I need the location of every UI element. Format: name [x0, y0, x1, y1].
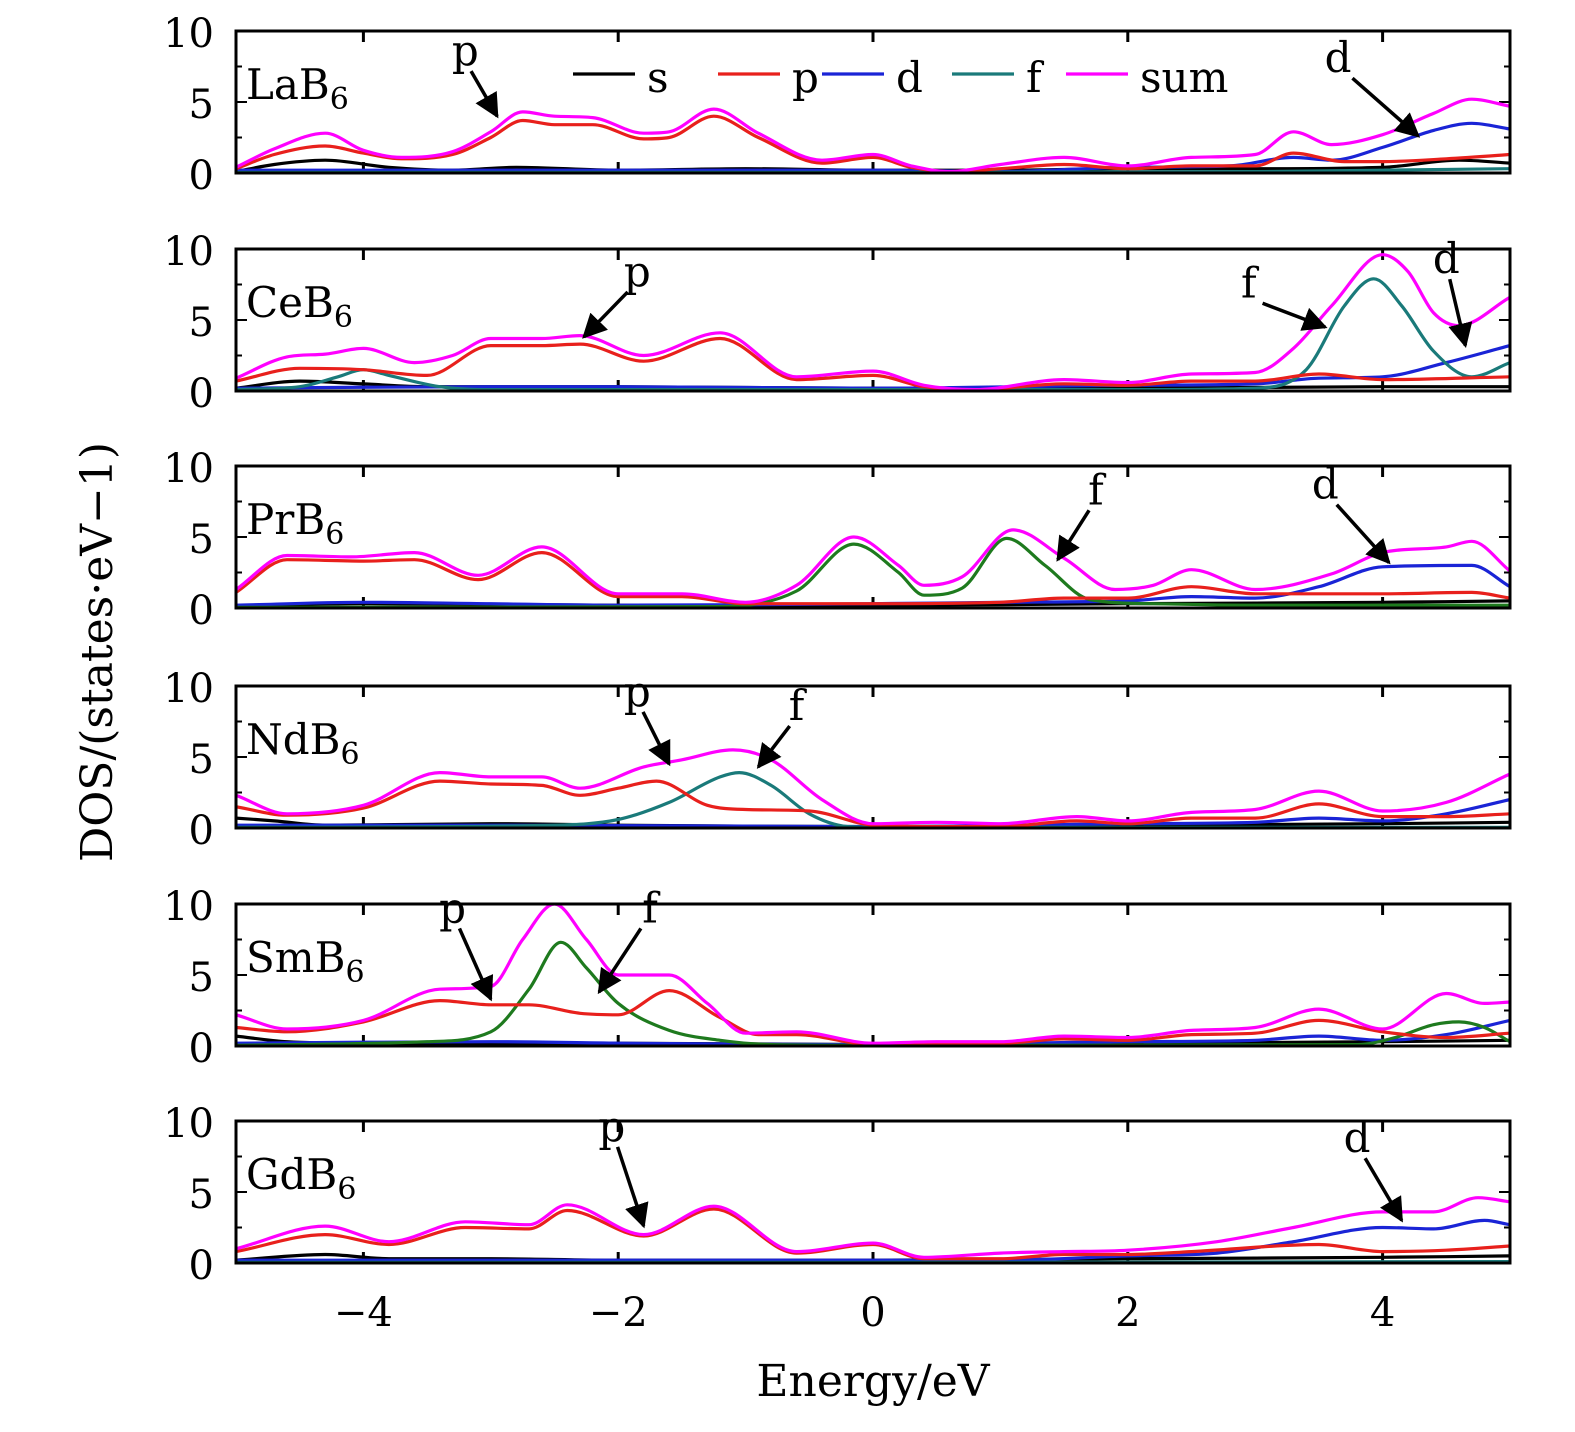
- annotation-label-p: p: [452, 26, 479, 75]
- series-line-p: [236, 989, 1510, 1046]
- series-line-p: [236, 336, 1510, 391]
- annotation-label-d: d: [1433, 234, 1460, 283]
- annotation-label-d: d: [1344, 1113, 1371, 1162]
- panel-frame: [234, 247, 1512, 393]
- legend-label-p: p: [792, 53, 819, 102]
- legend-label-d: d: [896, 53, 923, 102]
- x-tick-label: 4: [1370, 1290, 1395, 1336]
- series-line-f: [236, 536, 1510, 608]
- x-tick-label: 2: [1115, 1290, 1140, 1336]
- panel-frame: [234, 29, 1512, 175]
- panel-lab6: 0 5 10 LaB6 p d: [163, 11, 1512, 199]
- compound-label: SmB6: [246, 933, 365, 990]
- annotation-label-f: f: [1088, 465, 1107, 514]
- y-tick-label: 0: [189, 1243, 214, 1289]
- series-line-p: [236, 114, 1510, 173]
- y-tick-label: 0: [189, 1026, 214, 1072]
- y-tick-label: 5: [189, 517, 214, 563]
- annotation-label-p: p: [624, 247, 651, 296]
- series-line-p: [236, 779, 1510, 828]
- series-line-sum: [236, 253, 1510, 391]
- series-line-f: [236, 940, 1510, 1046]
- series-line-d: [236, 1218, 1510, 1262]
- annotation-arrow-p: [641, 711, 671, 767]
- y-tick-label: 10: [163, 11, 214, 57]
- series-group: [236, 904, 1510, 1046]
- y-tick-label: 5: [189, 955, 214, 1001]
- y-tick-label: 10: [163, 666, 214, 712]
- series-group: [236, 97, 1510, 173]
- y-tick-label: 10: [163, 446, 214, 492]
- y-tick-label: 5: [189, 1172, 214, 1218]
- y-tick-label: 0: [189, 371, 214, 417]
- series-group: [236, 748, 1510, 828]
- y-tick-label: 10: [163, 229, 214, 275]
- y-axis-label: DOS/(states·eV−1): [72, 442, 123, 862]
- series-line-sum: [236, 97, 1510, 173]
- annotation-arrow-f: [1056, 509, 1091, 562]
- y-tick-label: 0: [189, 153, 214, 199]
- compound-label: GdB6: [246, 1150, 356, 1207]
- series-line-d: [236, 344, 1510, 390]
- annotation-arrow-p: [469, 70, 499, 119]
- legend-label-sum: sum: [1140, 53, 1228, 102]
- annotation-label-p: p: [624, 667, 651, 716]
- panel-prb6: 0 5 10 PrB6 f d: [163, 446, 1512, 634]
- compound-label: NdB6: [246, 715, 360, 772]
- legend-label-f: f: [1026, 53, 1045, 102]
- y-tick-label: 0: [189, 588, 214, 634]
- compound-label: PrB6: [246, 495, 344, 552]
- annotation-label-d: d: [1312, 460, 1339, 509]
- annotation-arrow-p: [615, 1146, 649, 1229]
- annotation-label-d: d: [1325, 33, 1352, 82]
- series-line-p: [236, 551, 1510, 606]
- x-tick-label: −4: [334, 1290, 393, 1336]
- panel-ndb6: 0 5 10 NdB6 p f: [163, 666, 1512, 854]
- panel-frame: [234, 464, 1512, 610]
- panel-smb6: 0 5 10 SmB6 p f: [163, 883, 1512, 1072]
- annotation-arrow-d: [1351, 76, 1421, 138]
- annotation-arrow-f: [756, 725, 792, 769]
- y-tick-label: 10: [163, 884, 214, 930]
- annotation-label-p: p: [439, 883, 466, 932]
- x-tick-label: 0: [860, 1290, 885, 1336]
- x-tick-label: −2: [589, 1290, 648, 1336]
- annotation-label-f: f: [642, 883, 661, 932]
- series-line-p: [236, 1207, 1510, 1261]
- y-tick-label: 10: [163, 1101, 214, 1147]
- panel-frame: [234, 902, 1512, 1048]
- legend-label-s: s: [647, 53, 669, 102]
- series-line-sum: [236, 748, 1510, 826]
- y-tick-label: 0: [189, 808, 214, 854]
- annotation-label-p: p: [598, 1102, 625, 1151]
- annotation-label-f: f: [1241, 258, 1260, 307]
- panel-ceb6: 0 5 10 CeB6 p f d: [163, 229, 1512, 417]
- annotation-label-f: f: [789, 681, 808, 730]
- annotation-arrow-p: [457, 927, 494, 1002]
- panel-frame: [234, 1119, 1512, 1265]
- annotation-arrow-f: [1261, 301, 1328, 331]
- annotation-arrow-d: [1363, 1157, 1404, 1223]
- panel-gdb6: 0 5 10 GdB6 p d: [163, 1101, 1512, 1289]
- series-line-sum: [236, 528, 1510, 604]
- y-tick-label: 5: [189, 82, 214, 128]
- series-line-sum: [236, 1196, 1510, 1259]
- x-axis-label: Energy/eV: [756, 1356, 990, 1407]
- series-group: [236, 253, 1510, 391]
- compound-label: LaB6: [246, 60, 349, 117]
- series-group: [236, 528, 1510, 608]
- y-tick-label: 5: [189, 300, 214, 346]
- compound-label: CeB6: [246, 278, 353, 335]
- series-line-sum: [236, 904, 1510, 1045]
- annotation-arrow-p: [582, 290, 629, 339]
- annotation-arrow-d: [1335, 503, 1391, 565]
- annotation-arrow-f: [597, 927, 643, 995]
- y-tick-label: 5: [189, 737, 214, 783]
- panel-frame: [234, 684, 1512, 830]
- annotation-arrow-d: [1448, 278, 1473, 348]
